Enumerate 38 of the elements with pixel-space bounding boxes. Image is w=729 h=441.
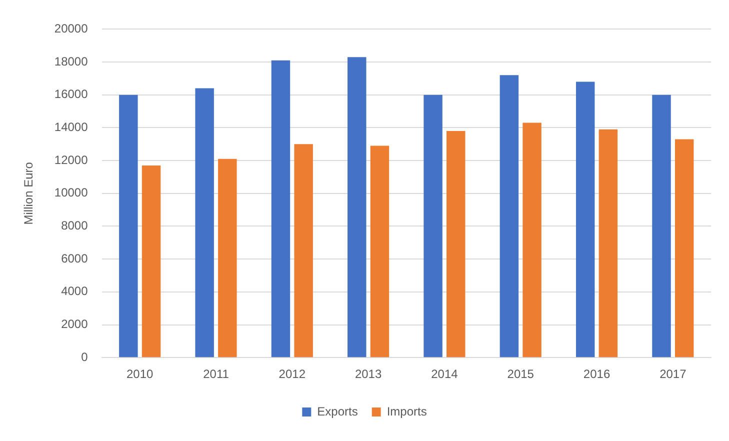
- legend-label: Imports: [386, 404, 427, 418]
- y-tick-label: 2000: [61, 317, 88, 332]
- bar: [576, 82, 595, 358]
- y-tick-label: 8000: [61, 218, 88, 233]
- bar: [142, 165, 161, 358]
- bar: [598, 129, 618, 358]
- x-tick-label: 2015: [507, 367, 534, 382]
- y-tick-label: 0: [81, 350, 88, 364]
- y-tick-label: 6000: [61, 251, 88, 266]
- y-tick-label: 20000: [54, 22, 88, 36]
- y-tick-label: 12000: [54, 152, 88, 167]
- bar: [424, 94, 442, 358]
- y-tick-label: 14000: [54, 120, 88, 134]
- bar: [500, 75, 519, 358]
- bar: [370, 146, 390, 358]
- bar: [446, 131, 466, 358]
- bar: [652, 94, 671, 358]
- bar: [522, 122, 542, 358]
- bar: [271, 60, 290, 358]
- y-tick-label: 18000: [54, 54, 88, 68]
- y-tick-label: 10000: [54, 186, 88, 200]
- x-tick-label: 2012: [278, 367, 306, 382]
- y-axis-title: Million Euro: [22, 162, 36, 225]
- x-tick-label: 2011: [203, 367, 230, 382]
- bar: [674, 139, 694, 358]
- legend-label: Exports: [317, 404, 358, 418]
- x-tick-label: 2014: [431, 367, 458, 382]
- x-tick-label: 2010: [126, 367, 154, 382]
- x-tick-label: 2013: [354, 367, 382, 382]
- bar: [294, 144, 313, 358]
- y-tick-label: 16000: [54, 87, 88, 102]
- bar: [195, 88, 214, 358]
- bar: [348, 57, 366, 358]
- bar: [218, 158, 237, 358]
- x-tick-label: 2016: [583, 367, 610, 382]
- x-tick-label: 2017: [660, 367, 687, 382]
- y-tick-label: 4000: [61, 284, 88, 298]
- bar: [119, 94, 138, 358]
